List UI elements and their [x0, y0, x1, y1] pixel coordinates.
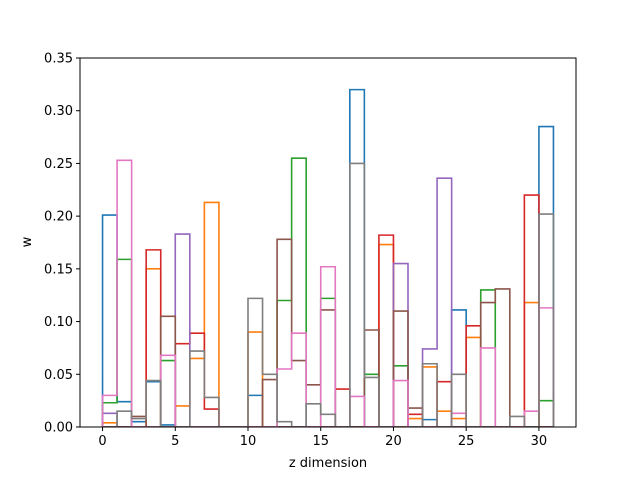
- x-tick-label: 20: [385, 434, 402, 449]
- x-tick-label: 10: [240, 434, 257, 449]
- series-1-outline: [101, 88, 555, 427]
- y-tick-label: 0.35: [44, 52, 73, 67]
- plot-background: [80, 58, 576, 427]
- x-tick-label: 15: [312, 434, 329, 449]
- series-layer: [101, 88, 555, 427]
- y-tick-label: 0.00: [44, 421, 73, 436]
- plot-area: [80, 58, 576, 427]
- series-8-outline: [102, 162, 555, 427]
- y-tick-label: 0.05: [44, 368, 73, 383]
- series-2-outline: [101, 201, 554, 427]
- y-tick-label: 0.25: [44, 157, 73, 172]
- axes-frame: [79, 57, 577, 428]
- x-tick-label: 5: [171, 434, 179, 449]
- axes-layer: 0 5 10 15 20 25 30 0.00 0.05 0.10 0.15 0.20 0.25 0.30…: [44, 52, 577, 449]
- y-tick-label: 0.20: [44, 210, 73, 225]
- series-7-outline: [101, 159, 555, 427]
- y-tick-label: 0.15: [44, 262, 73, 277]
- x-tick-label: 30: [531, 434, 548, 449]
- y-tick-label: 0.10: [44, 315, 73, 330]
- x-tick-label: 25: [458, 434, 475, 449]
- y-axis-label: w: [20, 236, 35, 247]
- y-tick-label: 0.30: [44, 104, 73, 119]
- x-tick-label: 0: [98, 434, 106, 449]
- x-axis-label: z dimension: [289, 456, 367, 471]
